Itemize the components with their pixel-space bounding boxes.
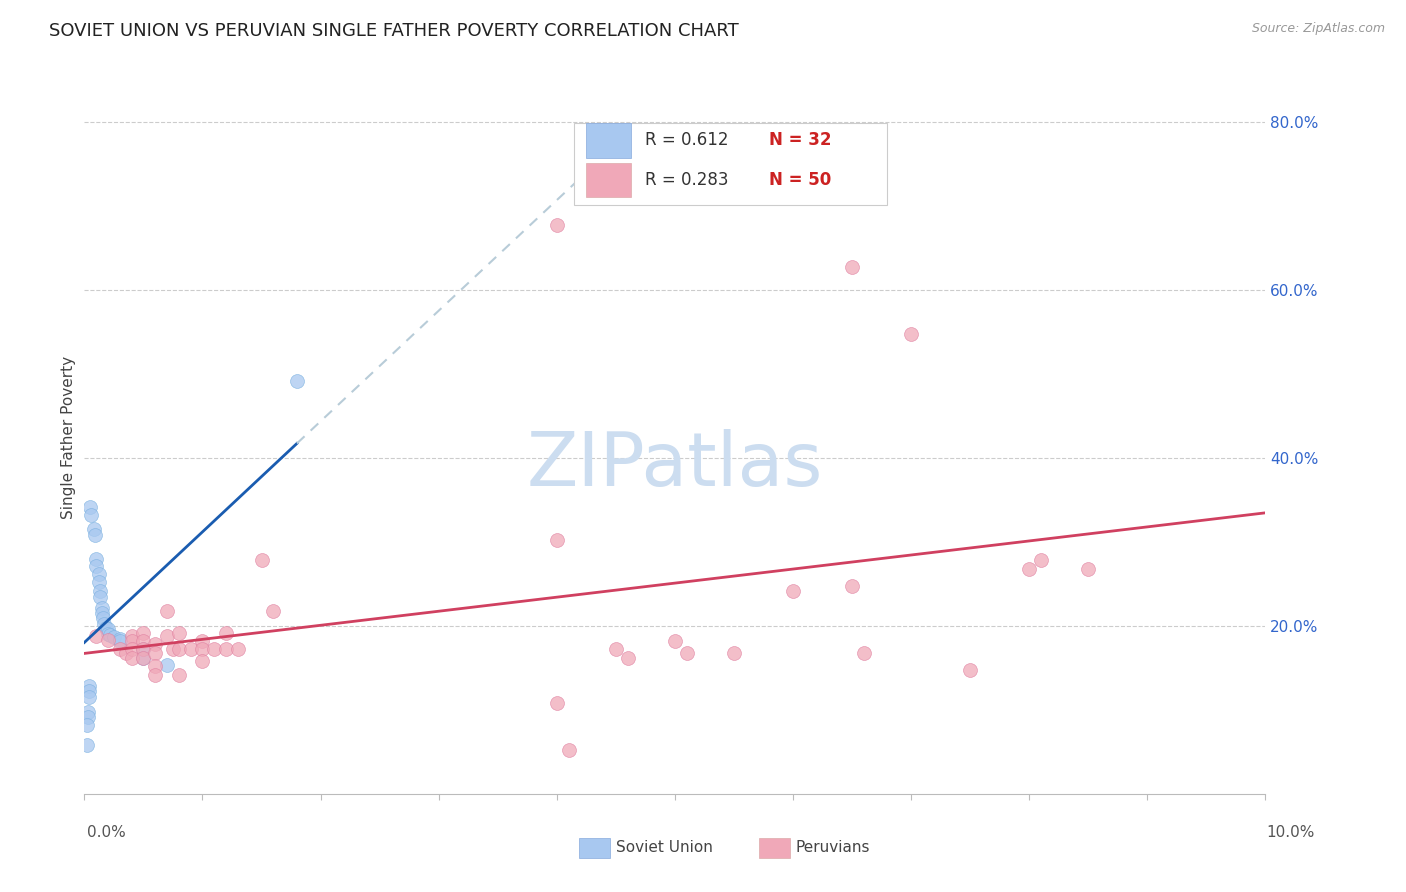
Point	[91, 600, 114, 615]
Point	[1018, 562, 1040, 576]
Point	[546, 218, 568, 232]
Point	[156, 604, 179, 618]
Point	[84, 528, 107, 542]
Point	[162, 642, 184, 657]
Point	[89, 590, 111, 604]
Point	[121, 634, 143, 648]
Point	[76, 738, 98, 752]
Text: Soviet Union: Soviet Union	[616, 840, 713, 855]
Point	[97, 623, 120, 637]
Point	[546, 696, 568, 710]
Text: SOVIET UNION VS PERUVIAN SINGLE FATHER POVERTY CORRELATION CHART: SOVIET UNION VS PERUVIAN SINGLE FATHER P…	[49, 22, 740, 40]
Point	[900, 326, 922, 341]
Point	[98, 628, 121, 642]
Point	[616, 651, 638, 665]
Text: R = 0.612: R = 0.612	[645, 131, 728, 150]
Point	[132, 642, 155, 657]
Point	[202, 642, 225, 657]
Point	[80, 508, 103, 523]
Point	[143, 637, 166, 651]
Point	[79, 500, 101, 514]
Point	[87, 575, 110, 590]
Text: Peruvians: Peruvians	[796, 840, 870, 855]
Point	[77, 709, 100, 723]
Point	[121, 642, 143, 657]
Point	[156, 629, 179, 643]
Point	[97, 627, 120, 641]
Point	[143, 667, 166, 681]
Point	[285, 374, 308, 388]
Point	[167, 642, 190, 657]
Point	[180, 642, 202, 657]
Point	[132, 625, 155, 640]
Point	[77, 680, 100, 694]
Point	[841, 260, 863, 274]
Text: ZIPatlas: ZIPatlas	[527, 429, 823, 502]
Point	[84, 551, 107, 566]
Point	[76, 718, 98, 732]
Point	[103, 630, 125, 644]
Point	[191, 634, 214, 648]
Point	[77, 690, 100, 705]
Point	[1029, 553, 1052, 567]
Text: N = 50: N = 50	[769, 171, 831, 189]
Text: N = 32: N = 32	[769, 131, 832, 150]
Point	[87, 566, 110, 581]
Point	[167, 667, 190, 681]
Point	[121, 629, 143, 643]
Point	[77, 684, 100, 698]
FancyBboxPatch shape	[586, 162, 631, 197]
Point	[91, 610, 114, 624]
Text: 10.0%: 10.0%	[1267, 825, 1315, 840]
FancyBboxPatch shape	[575, 123, 887, 205]
Point	[89, 583, 111, 598]
Point	[215, 625, 238, 640]
Point	[191, 642, 214, 657]
Point	[723, 646, 745, 660]
Point	[782, 583, 804, 598]
Point	[93, 617, 115, 632]
Point	[132, 634, 155, 648]
Point	[546, 533, 568, 548]
Point	[84, 558, 107, 573]
Point	[91, 607, 114, 621]
Point	[215, 642, 238, 657]
Point	[121, 651, 143, 665]
Point	[97, 633, 120, 648]
Point	[1077, 562, 1099, 576]
Point	[852, 646, 875, 660]
Point	[77, 705, 100, 719]
Text: Source: ZipAtlas.com: Source: ZipAtlas.com	[1251, 22, 1385, 36]
Point	[250, 553, 273, 567]
Point	[156, 658, 179, 673]
Point	[132, 651, 155, 665]
Point	[94, 621, 117, 635]
Point	[226, 642, 249, 657]
Point	[664, 634, 686, 648]
Point	[675, 646, 697, 660]
Point	[108, 632, 131, 646]
Point	[143, 646, 166, 660]
Point	[191, 654, 214, 668]
Point	[262, 604, 284, 618]
Point	[557, 743, 579, 757]
Point	[167, 625, 190, 640]
Point	[143, 659, 166, 673]
FancyBboxPatch shape	[586, 123, 631, 158]
Point	[605, 642, 627, 657]
Text: R = 0.283: R = 0.283	[645, 171, 728, 189]
Point	[114, 646, 136, 660]
Point	[83, 523, 105, 537]
Point	[132, 651, 155, 665]
Point	[108, 634, 131, 648]
Point	[959, 663, 981, 677]
Point	[841, 579, 863, 593]
Point	[132, 641, 155, 656]
Point	[108, 642, 131, 657]
Y-axis label: Single Father Poverty: Single Father Poverty	[60, 356, 76, 518]
Point	[84, 629, 107, 643]
Text: 0.0%: 0.0%	[87, 825, 127, 840]
